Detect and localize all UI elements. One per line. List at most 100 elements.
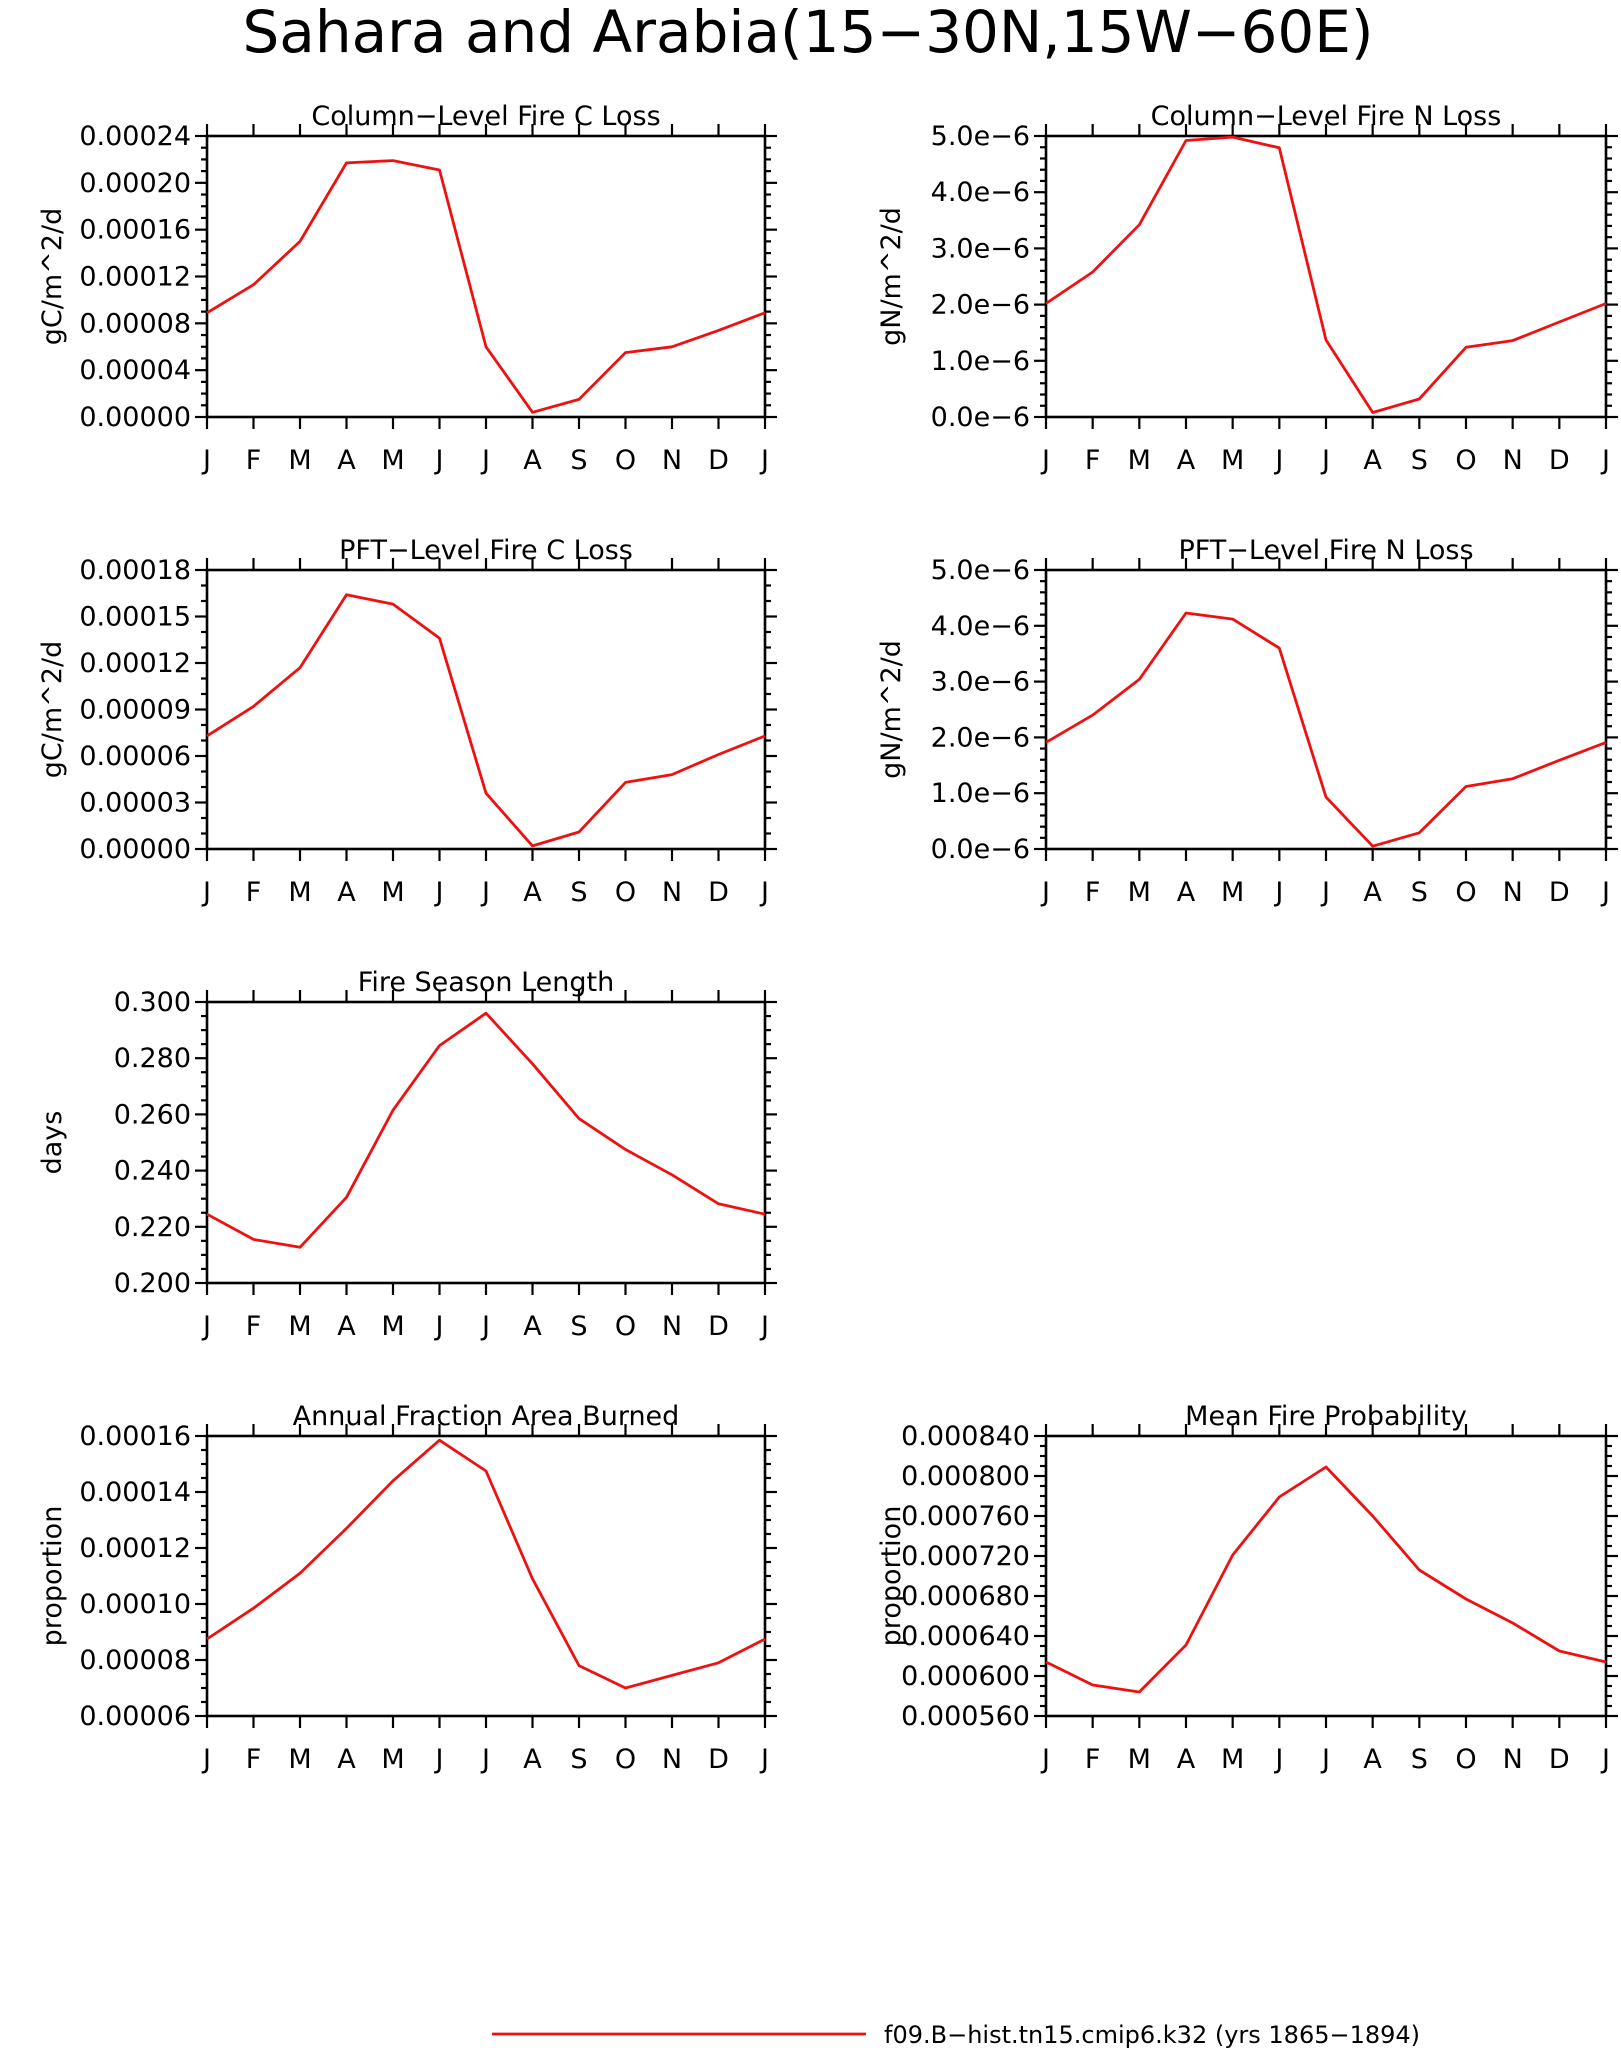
y-tick-label: 0.0e−6 [931, 402, 1030, 433]
y-tick-label: 0.00018 [79, 555, 191, 586]
y-tick-label: 0.00012 [79, 262, 191, 293]
x-tick-label: M [1221, 445, 1244, 476]
y-tick-label: 0.000840 [901, 1421, 1030, 1452]
series-line [1045, 135, 1607, 414]
y-tick-label: 0.00015 [79, 602, 191, 633]
y-tick-label: 3.0e−6 [931, 667, 1030, 698]
x-tick-label: J [480, 877, 490, 908]
y-tick-label: 0.00014 [79, 1477, 191, 1508]
y-axis-label: gC/m^2/d [37, 641, 68, 778]
x-tick-label: O [615, 877, 636, 908]
x-tick-label: J [1040, 877, 1050, 908]
legend-label: f09.B−hist.tn15.cmip6.k32 (yrs 1865−1894… [884, 2021, 1420, 2049]
x-tick-label: A [1363, 445, 1382, 476]
series-line [206, 1011, 766, 1249]
x-tick-label: J [480, 445, 490, 476]
legend: f09.B−hist.tn15.cmip6.k32 (yrs 1865−1894… [492, 2021, 1420, 2049]
x-tick-label: M [288, 1744, 311, 1775]
x-tick-label: A [523, 1311, 542, 1342]
x-tick-label: J [1273, 877, 1283, 908]
y-tick-label: 0.0e−6 [931, 834, 1030, 865]
x-tick-label: J [1600, 1744, 1610, 1775]
x-tick-label: N [1503, 1744, 1523, 1775]
x-tick-label: J [1273, 1744, 1283, 1775]
x-tick-label: J [434, 445, 444, 476]
x-tick-label: J [480, 1311, 490, 1342]
x-tick-label: J [201, 877, 211, 908]
x-tick-label: S [570, 1311, 587, 1342]
y-tick-label: 0.00020 [79, 168, 191, 199]
y-axis-label: proportion [876, 1506, 907, 1647]
x-tick-label: J [759, 1744, 769, 1775]
x-tick-label: J [1320, 1744, 1330, 1775]
x-tick-label: N [662, 445, 682, 476]
y-tick-label: 5.0e−6 [931, 555, 1030, 586]
y-tick-label: 0.00003 [79, 788, 191, 819]
x-tick-label: A [1363, 1744, 1382, 1775]
x-tick-label: N [1503, 877, 1523, 908]
x-tick-label: A [337, 877, 356, 908]
x-tick-label: A [337, 1311, 356, 1342]
x-tick-label: A [1363, 877, 1382, 908]
x-tick-label: A [1177, 877, 1196, 908]
y-tick-label: 3.0e−6 [931, 233, 1030, 264]
y-tick-label: 4.0e−6 [931, 177, 1030, 208]
y-tick-label: 0.300 [114, 987, 191, 1018]
figure-title: Sahara and Arabia(15−30N,15W−60E) [242, 0, 1373, 66]
x-tick-label: O [1455, 877, 1476, 908]
series-line [206, 1438, 766, 1690]
x-tick-label: J [759, 877, 769, 908]
x-tick-label: D [708, 1311, 729, 1342]
x-tick-label: A [523, 877, 542, 908]
y-axis-label: gC/m^2/d [37, 208, 68, 345]
x-tick-label: D [1549, 877, 1570, 908]
series-line [1045, 1465, 1607, 1694]
y-tick-label: 4.0e−6 [931, 611, 1030, 642]
x-tick-label: N [662, 1311, 682, 1342]
y-tick-label: 5.0e−6 [931, 121, 1030, 152]
x-tick-label: A [337, 1744, 356, 1775]
series-line [206, 159, 766, 414]
y-axis-label: proportion [37, 1506, 68, 1647]
x-tick-label: A [1177, 445, 1196, 476]
x-tick-label: M [288, 445, 311, 476]
y-tick-label: 0.00000 [79, 834, 191, 865]
x-tick-label: D [1549, 1744, 1570, 1775]
y-tick-label: 2.0e−6 [931, 290, 1030, 321]
x-tick-label: S [1411, 445, 1428, 476]
y-tick-label: 0.00008 [79, 308, 191, 339]
x-tick-label: J [434, 1744, 444, 1775]
y-tick-label: 0.00024 [79, 121, 191, 152]
x-tick-label: J [759, 1311, 769, 1342]
y-tick-label: 0.00012 [79, 648, 191, 679]
x-tick-label: J [1320, 877, 1330, 908]
y-tick-label: 0.000800 [901, 1461, 1030, 1492]
x-tick-label: M [288, 1311, 311, 1342]
plot-frame [205, 134, 767, 419]
y-tick-label: 0.000760 [901, 1501, 1030, 1532]
x-tick-label: N [662, 1744, 682, 1775]
x-tick-label: M [1128, 1744, 1151, 1775]
x-tick-label: S [570, 877, 587, 908]
x-tick-label: J [1320, 445, 1330, 476]
series-line [206, 593, 766, 848]
y-tick-label: 0.00000 [79, 402, 191, 433]
plot-frame [1044, 568, 1608, 851]
y-tick-label: 0.00008 [79, 1645, 191, 1676]
x-tick-label: J [201, 445, 211, 476]
x-tick-label: M [288, 877, 311, 908]
y-axis-label: gN/m^2/d [876, 640, 907, 779]
y-tick-label: 0.220 [114, 1212, 191, 1243]
plot-frame [205, 1000, 767, 1285]
x-tick-label: J [1600, 877, 1610, 908]
x-tick-label: M [381, 1311, 404, 1342]
x-tick-label: N [1503, 445, 1523, 476]
x-tick-label: F [246, 1744, 262, 1775]
y-tick-label: 0.00004 [79, 355, 191, 386]
